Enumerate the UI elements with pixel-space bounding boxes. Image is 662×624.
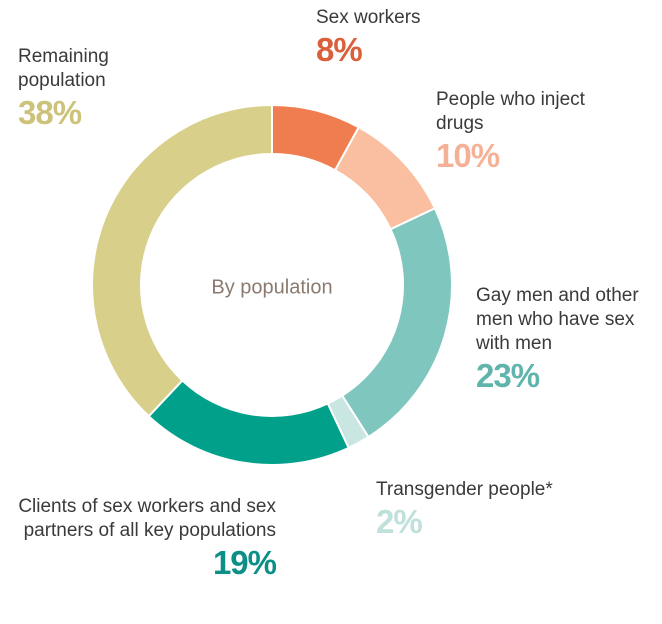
value-label: 10% [436,137,500,174]
value-label: 38% [18,94,82,131]
value-label: 8% [316,31,363,68]
donut-segment [333,125,437,231]
donut-segment [91,103,273,418]
category-name: Gay men and other men who have sex with … [476,285,639,354]
donut-segment [340,207,453,439]
segment-label: People who inject drugs 10% [436,88,606,176]
center-label: By population [211,276,332,298]
segment-label: Clients of sex workers and sex partners … [14,495,277,583]
donut-segment [147,379,350,466]
segment-label: Sex workers 8% [316,6,466,70]
category-name: Remaining population [18,46,109,91]
category-name: People who inject drugs [436,89,585,134]
value-label: 23% [476,357,540,394]
segment-label: Gay men and other men who have sex with … [476,284,662,396]
category-name: Sex workers [316,7,421,28]
category-name: Clients of sex workers and sex partners … [18,496,276,541]
category-name: Transgender people* [376,479,553,500]
segment-label: Remaining population 38% [18,45,148,133]
value-label: 2% [376,503,423,540]
value-label: 19% [212,544,277,581]
segment-label: Transgender people* 2% [376,478,616,542]
